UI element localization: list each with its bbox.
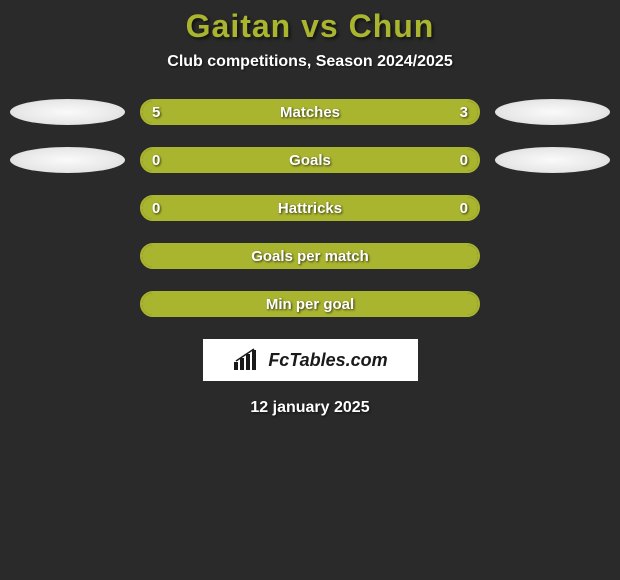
footer-date: 12 january 2025 (0, 399, 620, 417)
stat-bar: 5 Matches 3 (140, 99, 480, 125)
stat-value-left: 0 (152, 152, 160, 169)
stat-label: Matches (280, 104, 340, 121)
stat-row: Goals per match (0, 243, 620, 269)
stat-row: 0 Hattricks 0 (0, 195, 620, 221)
stat-value-left: 5 (152, 104, 160, 121)
stat-label: Hattricks (278, 200, 342, 217)
brand-text: FcTables.com (268, 350, 387, 371)
stat-value-right: 0 (460, 152, 468, 169)
team-badge-left (10, 99, 125, 125)
stat-bar: Min per goal (140, 291, 480, 317)
stat-label: Goals (289, 152, 331, 169)
stat-row: 0 Goals 0 (0, 147, 620, 173)
stat-value-right: 3 (460, 104, 468, 121)
comparison-subtitle: Club competitions, Season 2024/2025 (0, 53, 620, 71)
team-badge-right (495, 147, 610, 173)
stat-row: Min per goal (0, 291, 620, 317)
chart-icon (232, 348, 262, 372)
stat-value-right: 0 (460, 200, 468, 217)
stat-label: Goals per match (251, 248, 369, 265)
stat-bar: 0 Hattricks 0 (140, 195, 480, 221)
comparison-title: Gaitan vs Chun (0, 8, 620, 45)
team-badge-right (495, 99, 610, 125)
stat-rows: 5 Matches 3 0 Goals 0 0 Hattricks 0 Goals per mat… (0, 99, 620, 317)
stat-bar: 0 Goals 0 (140, 147, 480, 173)
brand-logo[interactable]: FcTables.com (203, 339, 418, 381)
stat-label: Min per goal (266, 296, 354, 313)
widget-container: Gaitan vs Chun Club competitions, Season… (0, 0, 620, 417)
team-badge-left (10, 147, 125, 173)
stat-bar: Goals per match (140, 243, 480, 269)
stat-row: 5 Matches 3 (0, 99, 620, 125)
stat-value-left: 0 (152, 200, 160, 217)
